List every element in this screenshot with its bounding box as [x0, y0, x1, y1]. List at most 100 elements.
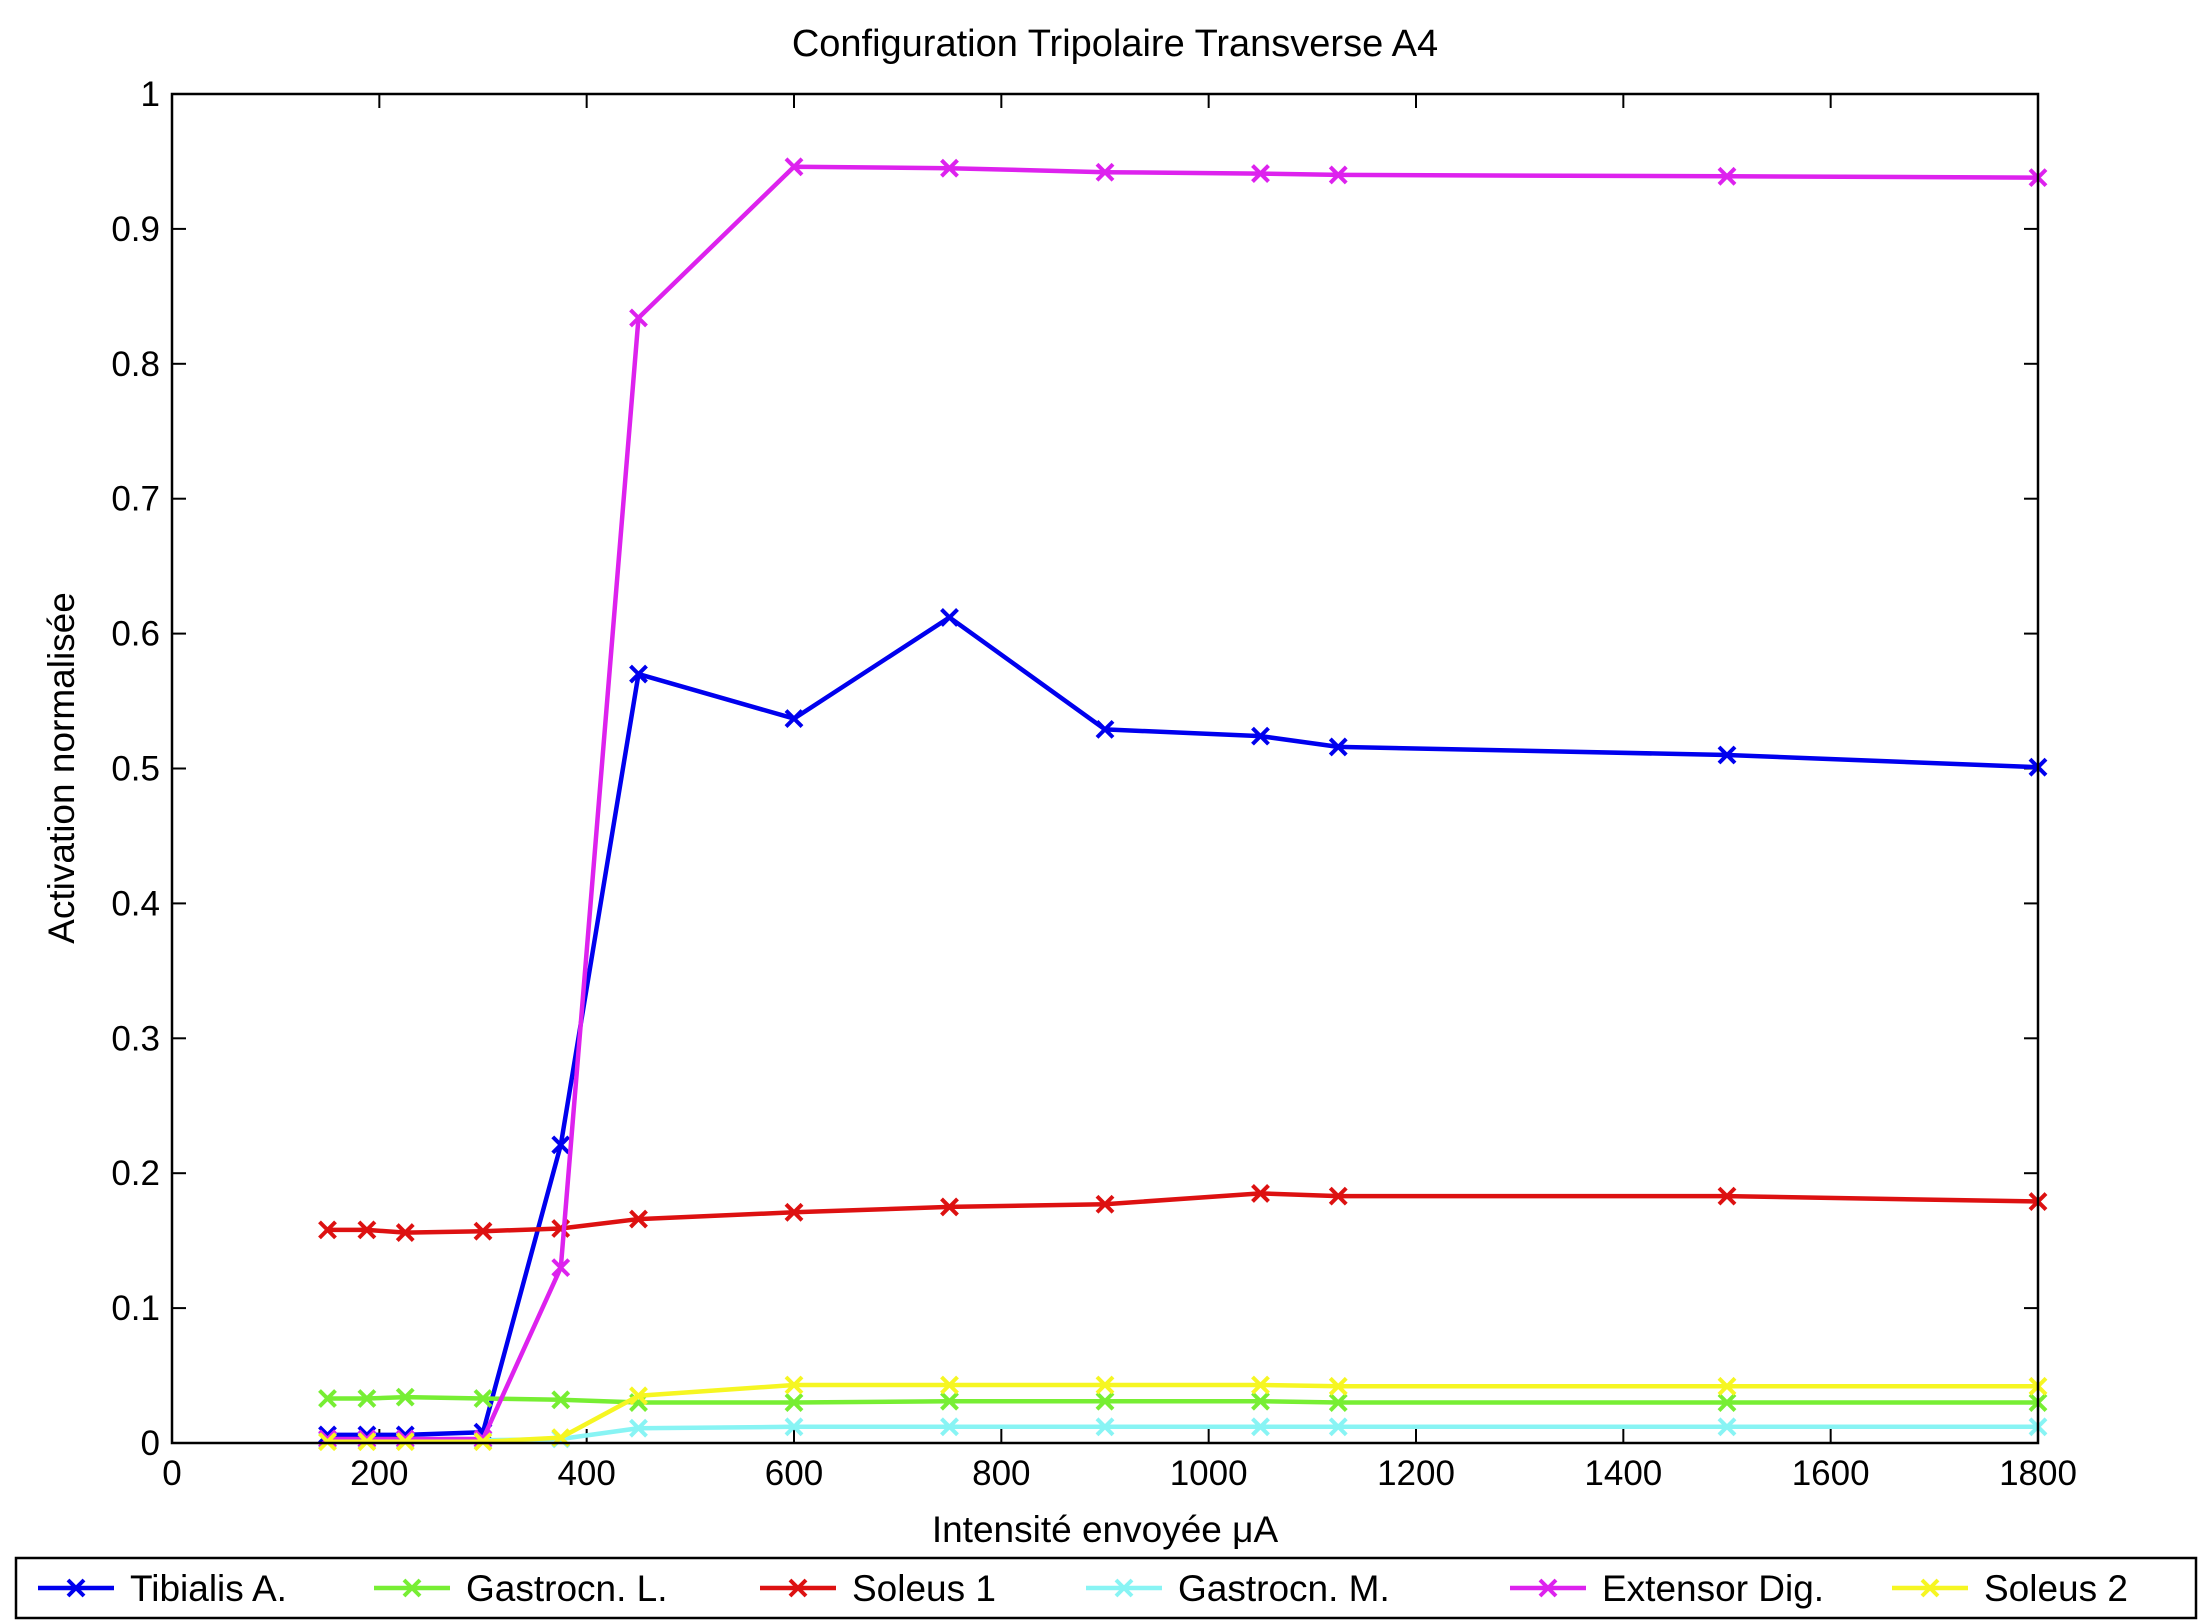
data-point: [940, 607, 959, 627]
legend-item-extensor-dig: Extensor Dig.: [1510, 1568, 1824, 1609]
legend-marker: [1920, 1578, 1940, 1598]
data-point: [395, 1432, 415, 1452]
data-point: [1717, 745, 1737, 765]
data-point: [318, 1389, 337, 1408]
data-point: [784, 1417, 804, 1437]
legend: Tibialis A. Gastrocn. L. Soleus 1 Gastrocn.…: [14, 1556, 2198, 1620]
y-tick-label: 0.4: [111, 884, 160, 923]
y-tick-label: 0.1: [111, 1289, 160, 1328]
legend-label: Soleus 2: [1984, 1568, 2128, 1609]
data-point: [473, 1432, 493, 1452]
data-point: [629, 1386, 648, 1406]
data-point: [1717, 1417, 1737, 1437]
data-point: [395, 1387, 415, 1407]
series-soleus-1: [318, 1184, 2048, 1242]
legend-label: Gastrocn. L.: [466, 1568, 668, 1609]
y-tick-label: 0: [141, 1424, 160, 1463]
legend-marker: [66, 1578, 86, 1598]
data-point: [551, 1258, 571, 1278]
x-tick-label: 1400: [1584, 1454, 1662, 1493]
chart-title: Configuration Tripolaire Transverse A4: [792, 23, 1438, 65]
legend-item-soleus-2: Soleus 2: [1892, 1568, 2128, 1609]
y-tick-label: 0.7: [111, 480, 160, 519]
x-tick-label: 200: [350, 1454, 408, 1493]
data-point: [1251, 164, 1270, 184]
plot-frame: [170, 92, 2040, 1445]
legend-marker: [1114, 1578, 1134, 1598]
data-point: [1328, 1186, 1348, 1206]
data-point: [940, 1375, 959, 1395]
legend-item-tibialis-a: Tibialis A.: [38, 1568, 287, 1609]
data-point: [1251, 1417, 1270, 1437]
data-point: [1328, 165, 1348, 185]
data-point: [395, 1223, 415, 1242]
data-point: [1328, 1417, 1348, 1437]
y-tick-label: 0.2: [111, 1154, 160, 1193]
plot-area: [172, 94, 2038, 1443]
x-tick-label: 1200: [1377, 1454, 1455, 1493]
data-point: [784, 157, 804, 177]
data-point: [318, 1220, 337, 1240]
legend-label: Tibialis A.: [130, 1568, 287, 1609]
data-point: [318, 1432, 337, 1452]
data-point: [1095, 1391, 1115, 1411]
y-tick-label: 1: [141, 75, 160, 114]
x-tick-label: 1800: [1999, 1454, 2077, 1493]
data-point: [1095, 1194, 1115, 1214]
legend-label: Extensor Dig.: [1602, 1568, 1824, 1609]
data-point: [473, 1389, 493, 1408]
data-point: [1717, 1186, 1737, 1206]
y-tick-label: 0.5: [111, 750, 160, 789]
series-tibialis-a: [318, 607, 2048, 1445]
y-tick-label: 0.9: [111, 210, 160, 249]
x-tick-label: 400: [557, 1454, 615, 1493]
data-point: [629, 1209, 648, 1229]
x-tick-label: 1000: [1170, 1454, 1248, 1493]
x-tick-label: 0: [162, 1454, 181, 1493]
data-point: [629, 1418, 648, 1438]
y-tick-label: 0.6: [111, 615, 160, 654]
data-point: [357, 1220, 377, 1240]
legend-label: Gastrocn. M.: [1178, 1568, 1390, 1609]
data-point: [1328, 737, 1348, 757]
y-axis-label: Activation normalisée: [41, 592, 82, 944]
data-point: [940, 158, 959, 178]
legend-label: Soleus 1: [852, 1568, 996, 1609]
data-point: [629, 664, 648, 684]
data-point: [551, 1135, 571, 1155]
data-point: [1251, 1375, 1270, 1395]
legend-marker: [788, 1578, 808, 1598]
data-point: [357, 1389, 377, 1408]
data-point: [1251, 1391, 1270, 1411]
data-point: [784, 1202, 804, 1222]
data-point: [1717, 166, 1737, 186]
data-point: [1328, 1393, 1348, 1412]
data-point: [940, 1417, 959, 1437]
data-point: [1095, 1417, 1115, 1437]
y-tick-label: 0.3: [111, 1019, 160, 1058]
legend-item-soleus-1: Soleus 1: [760, 1568, 996, 1609]
data-point: [473, 1221, 493, 1241]
legend-item-gastrocn-m: Gastrocn. M.: [1086, 1568, 1390, 1609]
data-series: [318, 157, 2048, 1452]
legend-marker: [402, 1578, 422, 1598]
data-point: [1095, 719, 1115, 739]
data-point: [940, 1391, 959, 1411]
data-point: [1717, 1376, 1737, 1396]
x-tick-label: 1600: [1792, 1454, 1870, 1493]
data-point: [1328, 1376, 1348, 1396]
data-point: [357, 1432, 377, 1452]
data-point: [784, 1393, 804, 1412]
data-point: [1095, 162, 1115, 182]
legend-item-gastrocn-l: Gastrocn. L.: [374, 1568, 668, 1609]
x-axis-label: Intensité envoyée μA: [932, 1509, 1279, 1550]
x-tick-label: 600: [765, 1454, 823, 1493]
data-point: [940, 1197, 959, 1217]
data-point: [1251, 1184, 1270, 1203]
y-tick-label: 0.8: [111, 345, 160, 384]
legend-marker: [1538, 1578, 1558, 1598]
data-point: [784, 1375, 804, 1395]
data-point: [1251, 726, 1270, 746]
data-point: [1717, 1393, 1737, 1412]
